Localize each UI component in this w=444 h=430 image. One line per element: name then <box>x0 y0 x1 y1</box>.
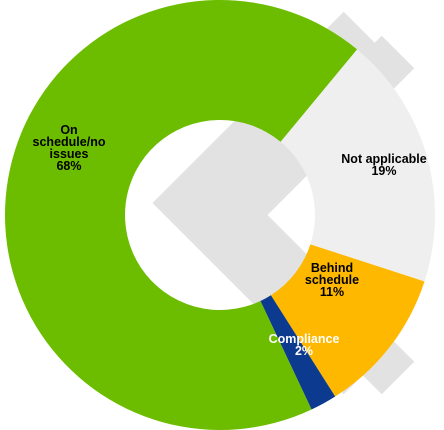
slice-behind-schedule <box>270 244 425 397</box>
slice-not-applicable <box>280 49 435 282</box>
slice-label-line: 2% <box>295 344 313 358</box>
slice-label-not-applicable: Not applicable 19% <box>341 152 426 178</box>
slice-label-line: 11% <box>320 285 344 299</box>
slice-label-line: On <box>60 123 77 137</box>
slice-on-schedule-no-issues <box>4 0 358 430</box>
slice-label-line: schedule <box>305 273 359 287</box>
slice-label-line: Behind <box>311 261 353 275</box>
slice-label-line: 19% <box>371 164 396 178</box>
slice-label-behind-schedule: Behind schedule 11% <box>305 261 359 299</box>
slice-compliance <box>260 295 336 410</box>
slice-label-line: issues <box>50 147 89 161</box>
donut-slices <box>4 0 435 430</box>
slice-label-compliance: Compliance 2% <box>269 332 340 358</box>
slice-label-line: schedule/no <box>33 135 106 149</box>
slice-label-line: Compliance <box>269 332 340 346</box>
slice-label-on-schedule-no-issues: On schedule/no issues 68% <box>33 123 106 173</box>
slice-labels: Not applicable 19% Behind schedule 11% Compli… <box>33 123 427 358</box>
slice-label-line: 68% <box>56 159 81 173</box>
slice-label-line: Not applicable <box>341 152 426 166</box>
